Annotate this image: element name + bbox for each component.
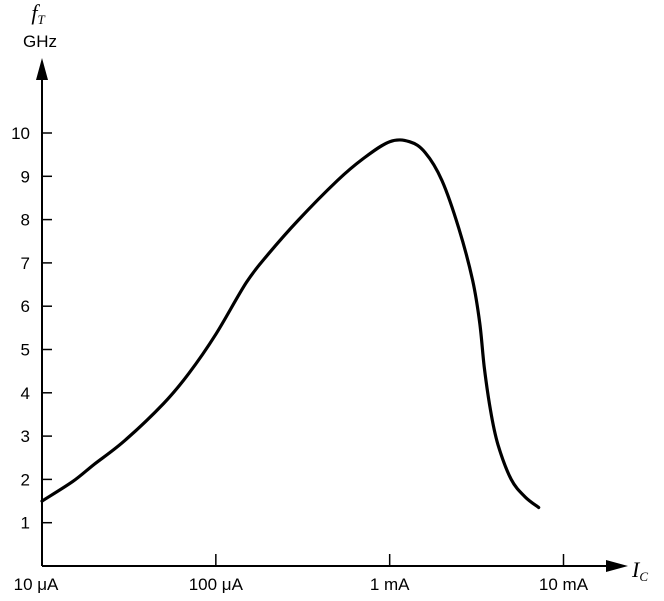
- y-tick-label: 3: [21, 427, 30, 446]
- x-ticks: 10 μA 100 μA 1 mA 10 mA: [14, 554, 589, 594]
- x-tick-label: 1 mA: [370, 575, 410, 594]
- y-axis-arrow: [36, 58, 48, 80]
- x-tick-label: 100 μA: [189, 575, 244, 594]
- x-axis-arrow: [606, 560, 628, 572]
- y-tick-label: 8: [21, 211, 30, 230]
- ft-curve: [40, 138, 541, 510]
- y-tick-label: 6: [21, 297, 30, 316]
- y-tick-label: 7: [21, 254, 30, 273]
- y-tick-label: 2: [21, 470, 30, 489]
- y-tick-label: 4: [21, 384, 30, 403]
- y-tick-label: 5: [21, 341, 30, 360]
- axes: [36, 58, 628, 572]
- y-ticks: 1 2 3 4 5 6 7 8 9 10: [11, 124, 52, 533]
- y-tick-label: 10: [11, 124, 30, 143]
- y-axis-label-symbol: fT: [31, 0, 45, 27]
- x-axis-label: IC: [631, 557, 648, 584]
- y-axis-label-unit: GHz: [23, 32, 57, 51]
- y-tick-label: 9: [21, 167, 30, 186]
- series: [40, 138, 541, 510]
- x-tick-label: 10 μA: [14, 575, 59, 594]
- y-tick-label: 1: [21, 514, 30, 533]
- x-tick-label: 10 mA: [539, 575, 589, 594]
- axis-labels: fT GHz IC: [23, 0, 648, 584]
